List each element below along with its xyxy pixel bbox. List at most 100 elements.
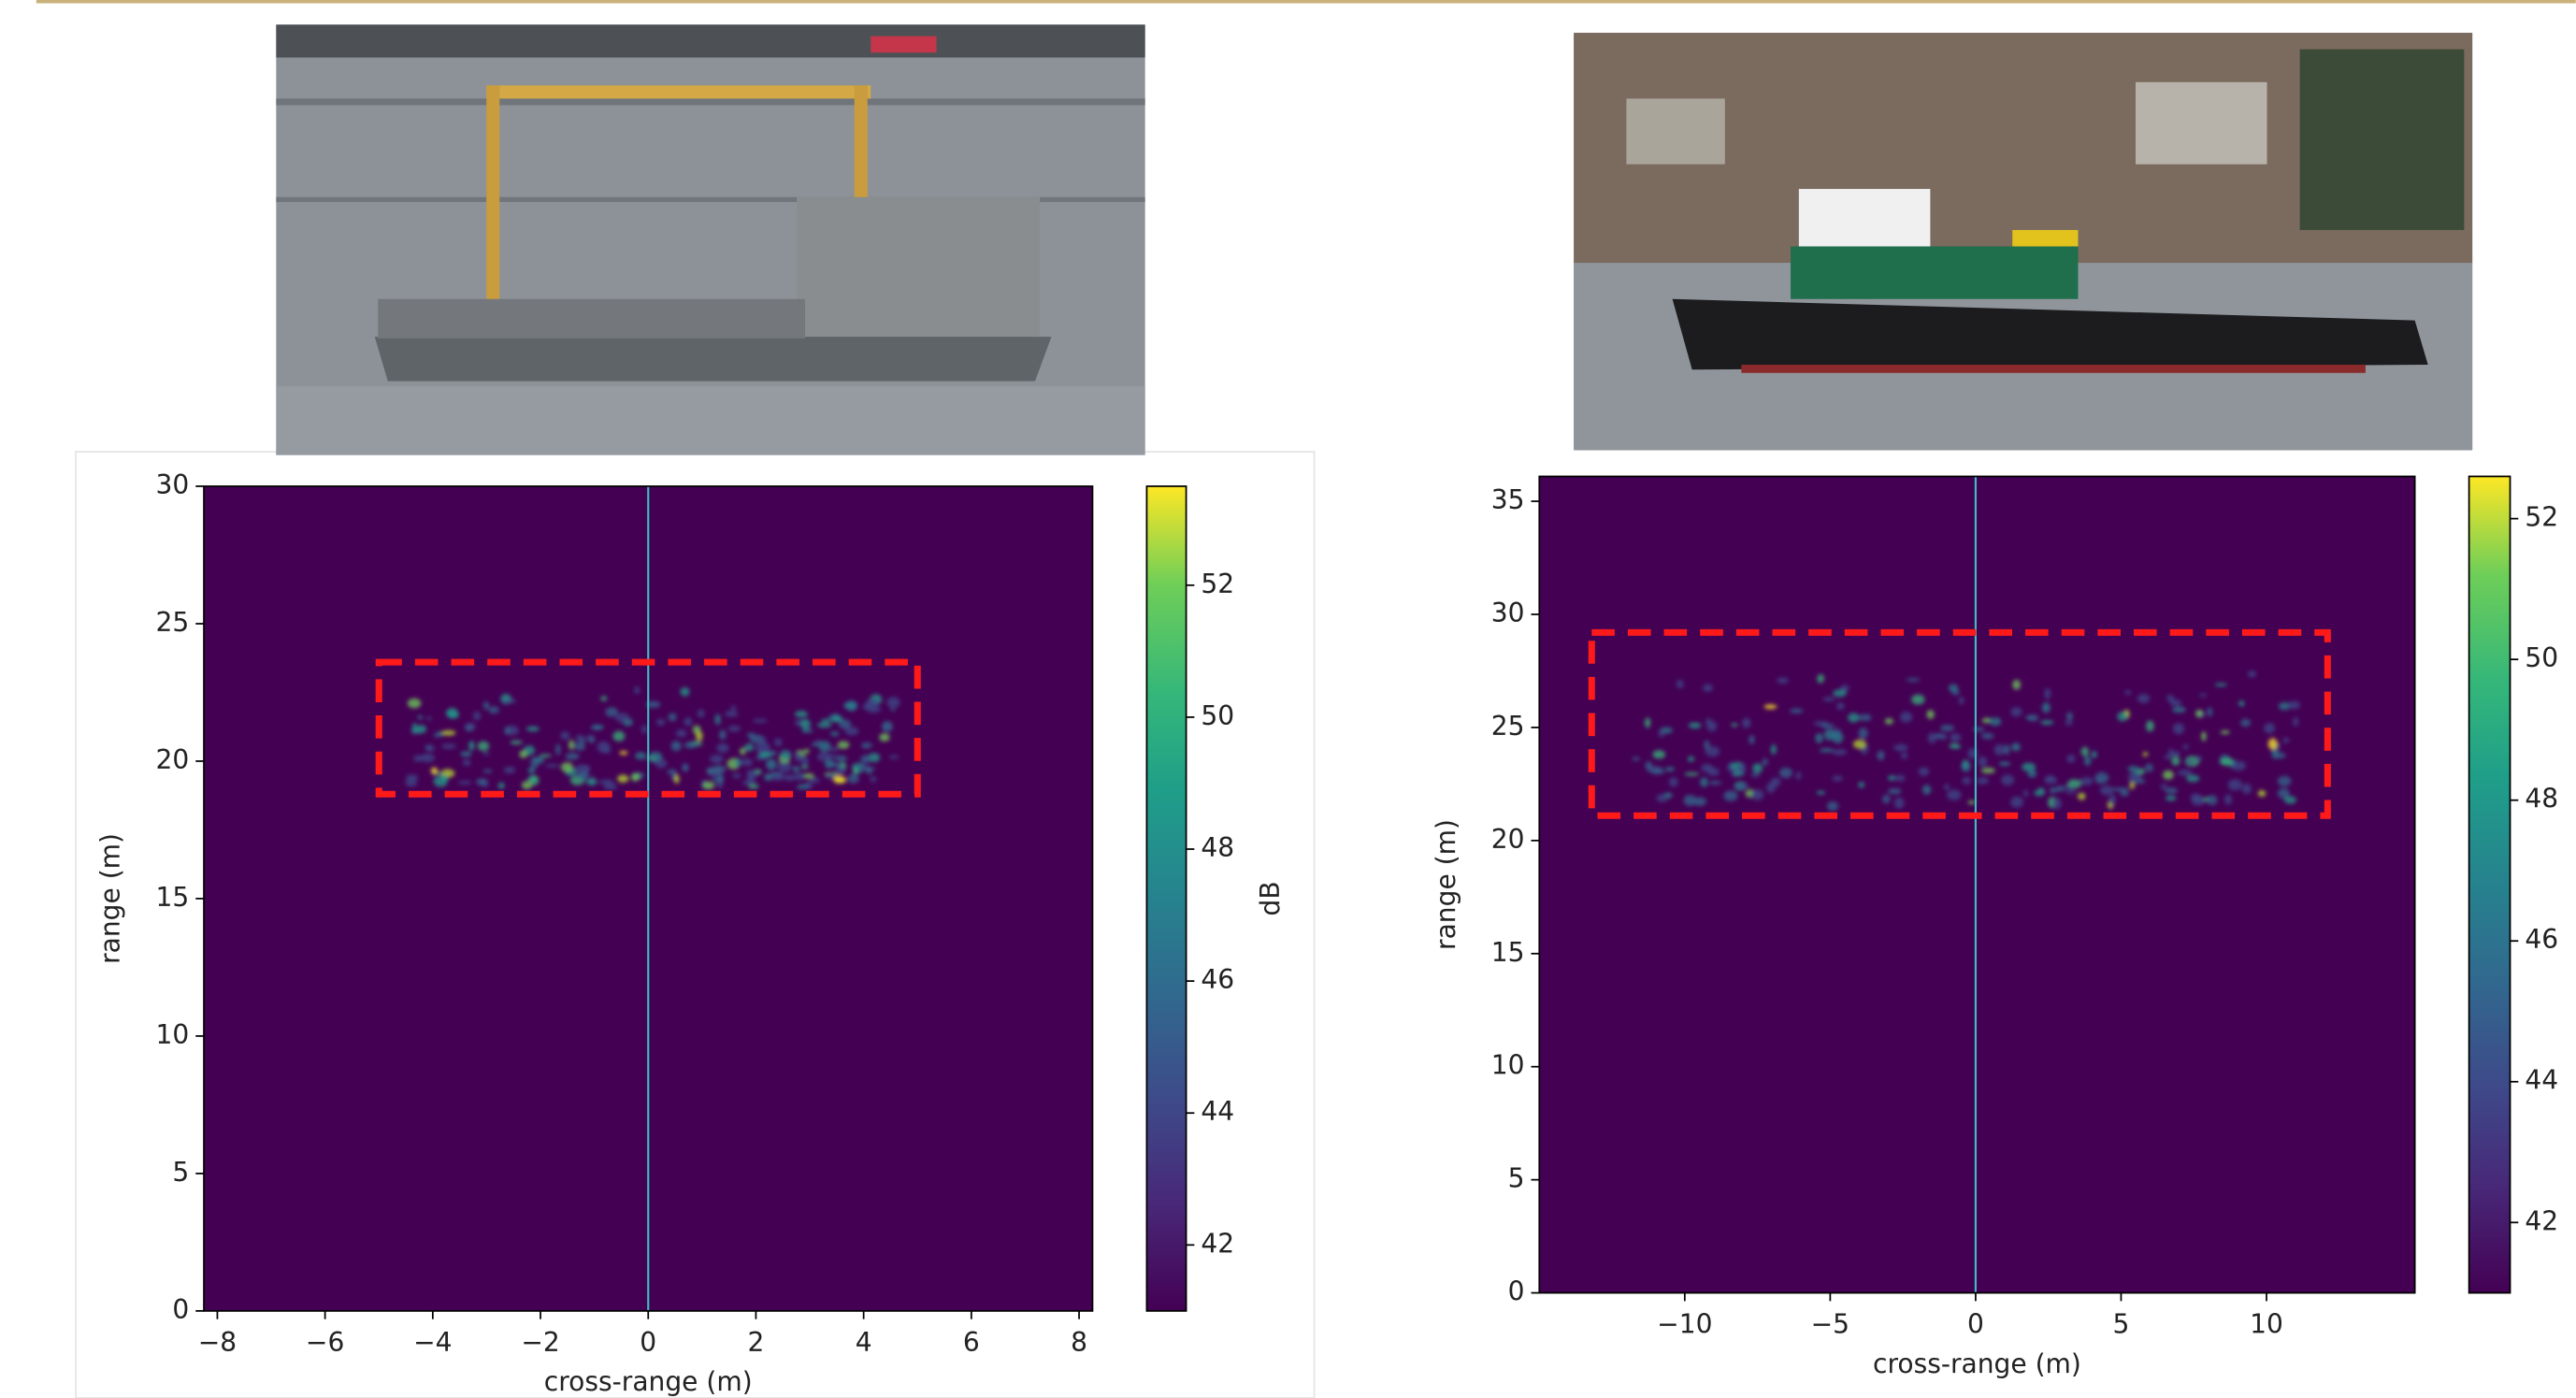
speckle bbox=[2264, 723, 2275, 734]
speckle bbox=[1820, 723, 1835, 728]
speckle bbox=[1827, 801, 1839, 812]
speckle bbox=[844, 727, 859, 736]
speckle bbox=[635, 752, 647, 760]
speckle bbox=[2055, 785, 2066, 792]
colorbar-tick-label: 44 bbox=[2525, 1065, 2558, 1096]
speckle bbox=[602, 747, 612, 754]
speckle bbox=[2166, 695, 2175, 702]
speckle bbox=[2124, 690, 2132, 696]
speckle bbox=[2094, 771, 2109, 785]
speckle bbox=[810, 777, 820, 784]
speckle bbox=[510, 740, 523, 745]
speckle bbox=[1815, 732, 1823, 743]
speckle bbox=[2091, 751, 2097, 758]
speckle bbox=[527, 767, 536, 774]
speckle bbox=[476, 778, 487, 785]
speckle bbox=[417, 714, 424, 720]
x-tick-label: −10 bbox=[1657, 1309, 1712, 1340]
speckle bbox=[503, 766, 516, 774]
colorbar-label: dB bbox=[1255, 881, 1286, 915]
speckle bbox=[1650, 768, 1665, 774]
highlight-box bbox=[375, 658, 921, 798]
speckle bbox=[680, 686, 690, 697]
speckle bbox=[1958, 696, 1964, 705]
speckle bbox=[2065, 721, 2073, 726]
speckle bbox=[600, 696, 608, 701]
speckle bbox=[1705, 746, 1720, 757]
x-tick-label: 0 bbox=[1967, 1309, 1984, 1340]
speckle bbox=[1858, 782, 1865, 788]
speckle bbox=[2012, 679, 2022, 690]
speckle bbox=[605, 707, 618, 717]
speckle bbox=[1900, 712, 1913, 723]
speckle bbox=[2293, 716, 2298, 727]
x-tick-label: 2 bbox=[748, 1327, 765, 1358]
y-tick-label: 30 bbox=[1491, 598, 1525, 628]
speckle bbox=[714, 713, 721, 726]
y-tick-label: 10 bbox=[155, 1019, 189, 1050]
speckle bbox=[1893, 743, 1908, 752]
speckle bbox=[615, 713, 630, 723]
speckle bbox=[1972, 727, 1985, 732]
y-axis-label: range (m) bbox=[95, 833, 126, 964]
speckle bbox=[803, 748, 810, 755]
speckle bbox=[1947, 789, 1962, 800]
speckle bbox=[683, 765, 689, 772]
speckle bbox=[1669, 777, 1678, 787]
speckle bbox=[2080, 746, 2090, 757]
speckle bbox=[528, 774, 540, 786]
speckle bbox=[433, 732, 440, 739]
speckle bbox=[702, 781, 715, 790]
speckle bbox=[792, 766, 800, 772]
x-tick-label: −4 bbox=[413, 1327, 452, 1358]
speckle bbox=[1632, 757, 1640, 761]
speckle bbox=[656, 718, 666, 726]
speckle bbox=[1832, 731, 1844, 743]
speckle bbox=[826, 772, 836, 780]
speckle bbox=[1705, 717, 1711, 725]
speckle bbox=[802, 772, 815, 779]
speckle bbox=[2207, 707, 2213, 717]
speckle bbox=[2195, 756, 2203, 761]
speckle bbox=[2171, 756, 2180, 766]
speckle bbox=[630, 772, 640, 782]
colorbar-tick-label: 44 bbox=[1201, 1096, 1234, 1127]
speckle bbox=[1723, 790, 1738, 801]
speckle bbox=[814, 740, 823, 744]
speckle bbox=[870, 776, 877, 783]
speckle bbox=[1688, 756, 1695, 762]
speckle bbox=[673, 774, 680, 785]
speckle bbox=[753, 718, 768, 723]
speckle bbox=[800, 728, 813, 733]
speckle bbox=[1858, 728, 1868, 740]
speckle bbox=[2198, 693, 2208, 698]
speckle bbox=[2027, 714, 2039, 722]
speckle bbox=[830, 716, 843, 723]
y-tick-label: 20 bbox=[1491, 824, 1525, 855]
speckle bbox=[568, 740, 575, 750]
speckle bbox=[425, 744, 435, 752]
speckle bbox=[2195, 709, 2203, 718]
speckle bbox=[866, 698, 880, 707]
speckle bbox=[2238, 700, 2245, 707]
speckle bbox=[1700, 777, 1708, 787]
speckle bbox=[1652, 750, 1666, 759]
plot-frame bbox=[1538, 475, 2416, 1294]
speckle bbox=[779, 749, 792, 760]
speckle bbox=[1704, 740, 1710, 750]
speckle bbox=[2027, 770, 2037, 778]
speckle bbox=[1752, 763, 1763, 773]
speckle bbox=[472, 711, 482, 721]
speckle bbox=[2227, 779, 2243, 791]
speckle bbox=[1981, 717, 1992, 724]
echo-speckle bbox=[405, 686, 900, 790]
speckle bbox=[565, 753, 580, 760]
speckle bbox=[882, 721, 893, 732]
x-axis-label: cross-range (m) bbox=[544, 1366, 753, 1397]
speckle bbox=[411, 723, 418, 734]
speckle bbox=[1822, 697, 1835, 702]
speckle bbox=[1763, 704, 1777, 710]
speckle bbox=[1702, 684, 1713, 692]
speckle bbox=[2202, 797, 2209, 801]
